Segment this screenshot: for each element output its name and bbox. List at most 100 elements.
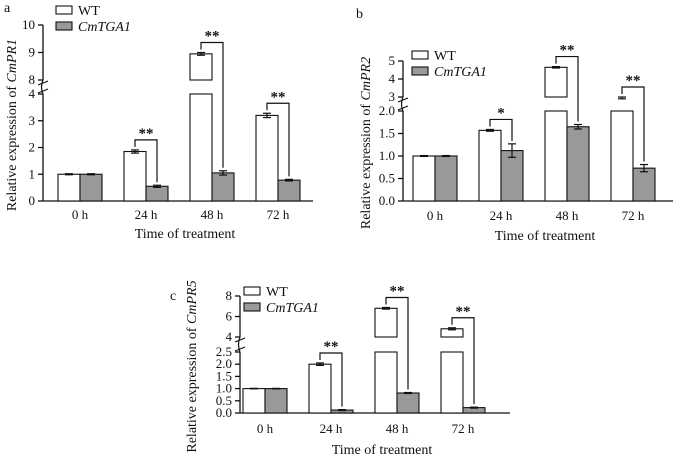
x-tick-label: 24 h — [490, 208, 513, 223]
bar-wt — [308, 363, 332, 414]
axis-break-mark — [37, 88, 49, 94]
bar-cmtga1 — [264, 388, 288, 414]
x-axis-label: Time of treatment — [332, 443, 433, 458]
significance-label: ** — [271, 89, 286, 105]
x-tick-label: 48 h — [556, 208, 579, 223]
y-axis-label-prefix: Relative expression of — [185, 324, 200, 453]
significance-bracket — [385, 296, 409, 390]
x-axis-label: Time of treatment — [495, 229, 596, 244]
significance-bracket — [555, 55, 579, 122]
significance-label: ** — [324, 339, 339, 355]
y-tick-label: 0.0 — [216, 405, 232, 420]
bar-wt-lower — [610, 110, 634, 202]
significance-label: ** — [560, 43, 575, 59]
axis-break-curve — [237, 336, 241, 353]
bar-cmtga1 — [211, 172, 235, 202]
y-axis-label-prefix: Relative expression of — [359, 100, 374, 229]
y-tick-label: 4 — [29, 86, 36, 101]
bar-wt — [57, 173, 81, 202]
y-axis-label: Relative expression of CmPR5 — [185, 280, 200, 452]
y-tick-label: 1 — [29, 166, 36, 181]
y-tick-label: 0.5 — [379, 171, 395, 186]
x-tick-label: 24 h — [320, 421, 343, 436]
y-tick-label: 4 — [226, 329, 233, 344]
x-tick-label: 48 h — [201, 207, 224, 222]
y-tick-label: 5 — [389, 53, 396, 68]
y-axis-label: Relative expression of CmPR2 — [359, 57, 374, 229]
bar-wt-upper — [544, 66, 568, 98]
x-tick-label: 0 h — [257, 421, 274, 436]
axis-break-mark — [234, 346, 246, 352]
axis-break-mark — [397, 105, 409, 111]
significance-label: ** — [390, 283, 405, 299]
bar-cmtga1 — [632, 167, 656, 202]
bar-cmtga1 — [145, 185, 169, 202]
y-axis-label: Relative expression of CmPR1 — [5, 39, 20, 211]
bar-cmtga1 — [566, 126, 590, 202]
panel-b: b 0.0 0.5 1.0 1.5 2.03 4 5 Relative expression o… — [356, 7, 673, 244]
significance-bracket — [200, 41, 224, 168]
bar-wt-lower — [440, 351, 464, 414]
x-tick-label: 48 h — [386, 421, 409, 436]
y-tick-label: 0.5 — [216, 393, 232, 408]
bar-wt — [255, 114, 279, 202]
legend-swatch-cmtga1 — [243, 302, 261, 312]
significance-label: ** — [626, 73, 641, 89]
legend-label-cmtga1: CmTGA1 — [266, 301, 319, 316]
bar-wt-lower — [544, 110, 568, 202]
significance-bracket — [266, 102, 290, 177]
y-tick-label: 1.5 — [379, 126, 395, 141]
y-axis-label-prefix: Relative expression of — [5, 82, 20, 211]
significance-label: * — [497, 105, 505, 121]
y-tick-label: 2.0 — [216, 356, 232, 371]
bar-cmtga1 — [500, 150, 524, 202]
y-tick-label: 8 — [226, 288, 233, 303]
legend-label-wt: WT — [78, 4, 100, 19]
legend-label-wt: WT — [266, 285, 288, 300]
y-tick-label: 6 — [226, 309, 233, 324]
y-tick-label: 2.0 — [379, 103, 395, 118]
axis-break-curve — [40, 79, 44, 95]
y-tick-label: 4 — [389, 71, 396, 86]
axis-break-mark — [234, 337, 246, 343]
axis-break-mark — [37, 80, 49, 86]
panel-letter: a — [4, 1, 11, 16]
y-tick-label: 9 — [29, 45, 36, 60]
significance-bracket — [134, 139, 158, 183]
x-tick-label: 72 h — [452, 421, 475, 436]
bar-cmtga1 — [396, 392, 420, 414]
significance-bracket — [621, 86, 645, 162]
x-tick-label: 0 h — [72, 207, 89, 222]
legend-label-wt: WT — [434, 49, 456, 64]
y-axis-label-gene: CmPR2 — [359, 57, 374, 101]
legend-swatch-wt — [243, 286, 261, 296]
bar-wt — [412, 155, 436, 202]
bar-cmtga1 — [277, 179, 301, 202]
y-axis-label-gene: CmPR1 — [5, 39, 20, 83]
legend-label-cmtga1: CmTGA1 — [434, 65, 487, 80]
significance-label: ** — [456, 304, 471, 320]
bar-wt-lower — [374, 351, 398, 414]
panel-letter: b — [356, 7, 363, 22]
legend-swatch-wt — [55, 5, 73, 15]
significance-bracket — [489, 118, 513, 141]
legend-swatch-cmtga1 — [55, 21, 73, 31]
axis-break-curve — [400, 96, 404, 112]
y-tick-label: 1.0 — [216, 381, 232, 396]
significance-bracket — [319, 352, 343, 407]
significance-label: ** — [205, 29, 220, 45]
axis-break-mark — [397, 97, 409, 103]
y-tick-label: 1.0 — [379, 148, 395, 163]
significance-bracket — [451, 317, 475, 405]
y-tick-label: 10 — [22, 17, 35, 32]
bar-wt — [478, 129, 502, 202]
bar-wt-lower — [189, 93, 213, 202]
panel-letter: c — [170, 289, 176, 304]
x-tick-label: 24 h — [135, 207, 158, 222]
y-tick-label: 2.5 — [216, 344, 232, 359]
y-tick-label: 2 — [29, 140, 36, 155]
legend-label-cmtga1: CmTGA1 — [78, 20, 131, 35]
bar-wt-upper — [374, 307, 398, 338]
significance-label: ** — [139, 126, 154, 142]
